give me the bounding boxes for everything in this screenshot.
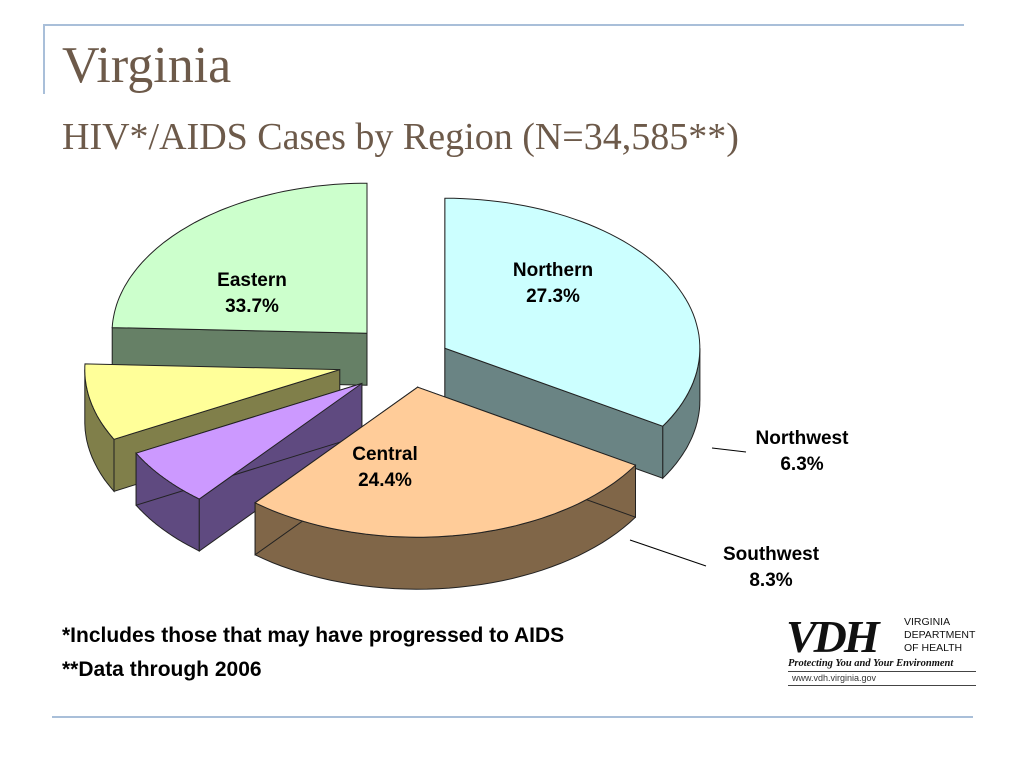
logo-rule <box>788 671 976 672</box>
slide-subtitle: HIV*/AIDS Cases by Region (N=34,585**) <box>62 116 739 158</box>
leader-line <box>711 447 747 453</box>
slice-label-value: 8.3% <box>749 570 792 591</box>
bottom-rule <box>52 716 973 718</box>
vdh-dept-line: DEPARTMENT <box>904 629 976 641</box>
slice-label-name: Northern <box>513 260 593 281</box>
vdh-logo-tagline: Protecting You and Your Environment <box>788 658 954 669</box>
footnote-data-year: **Data through 2006 <box>62 658 262 681</box>
logo-rule <box>788 685 976 686</box>
slice-label-name: Eastern <box>217 270 287 291</box>
pie-slice-southwest <box>84 363 340 440</box>
slice-label-value: 6.3% <box>780 454 823 475</box>
slide-title: Virginia <box>62 37 232 94</box>
vdh-logo: VDH VIRGINIA DEPARTMENT OF HEALTH Protec… <box>786 612 980 687</box>
left-rule <box>43 24 45 94</box>
slice-label-name: Central <box>352 444 417 465</box>
vdh-logo-url: www.vdh.virginia.gov <box>792 673 877 683</box>
slice-label-value: 27.3% <box>526 286 580 307</box>
pie-slice-eastern <box>444 197 701 427</box>
top-rule <box>43 24 964 26</box>
vdh-logo-mark: VDH <box>786 611 880 662</box>
pie-labels: Eastern 33.7% Northern 27.3% Northwest 6.3% So… <box>217 260 849 591</box>
vdh-dept-line: OF HEALTH <box>904 642 963 654</box>
slice-label-value: 33.7% <box>225 296 279 317</box>
slice-label-name: Southwest <box>723 544 820 565</box>
vdh-dept-line: VIRGINIA <box>904 616 951 628</box>
slice-label-value: 24.4% <box>358 470 412 491</box>
pie-tops <box>84 182 701 538</box>
pie-slice-central <box>111 182 368 334</box>
vdh-logo-department: VIRGINIA DEPARTMENT OF HEALTH <box>904 616 975 655</box>
leader-line <box>629 539 707 567</box>
pie-slice-northwest <box>135 382 363 500</box>
slice-label-name: Northwest <box>756 428 850 449</box>
footnote-hiv: *Includes those that may have progressed… <box>62 624 565 647</box>
pie-slice-northern <box>254 386 637 538</box>
